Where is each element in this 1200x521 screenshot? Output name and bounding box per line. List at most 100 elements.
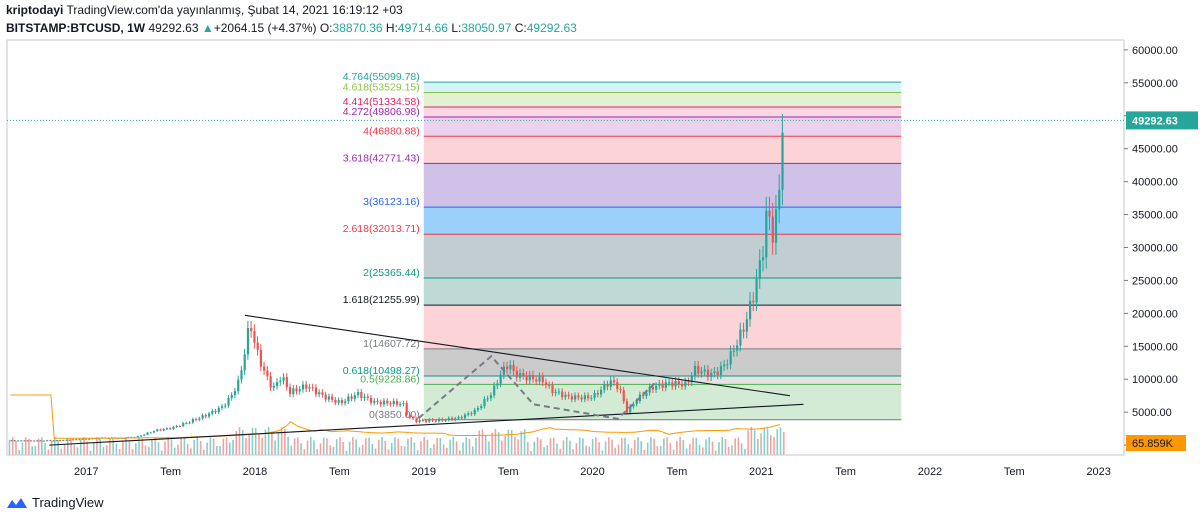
volume-bar	[646, 442, 649, 455]
candle-body	[729, 351, 732, 365]
y-axis-label: 35000.00	[1132, 210, 1178, 222]
candle-body	[629, 406, 632, 413]
candle-body	[642, 394, 645, 397]
volume-bar	[339, 437, 341, 455]
volume-bar	[530, 450, 532, 455]
candle-body	[661, 383, 664, 388]
volume-bar	[50, 440, 53, 455]
volume-bar	[222, 438, 225, 455]
candle-body	[230, 395, 233, 398]
volume-bar	[727, 446, 730, 455]
volume-bar	[131, 449, 134, 455]
candle-body	[541, 376, 544, 383]
volume-bar	[238, 427, 241, 455]
candle-body	[279, 380, 282, 383]
volume-bar	[368, 437, 370, 455]
fib-band	[423, 234, 902, 279]
candle-body	[567, 394, 570, 397]
candle-body	[382, 400, 386, 405]
volume-bar	[79, 439, 82, 455]
candle-body	[486, 398, 489, 400]
candle-body	[246, 328, 250, 355]
volume-bar	[186, 444, 189, 455]
candle-body	[489, 395, 493, 399]
candle-body	[26, 440, 29, 442]
volume-bar	[378, 440, 380, 455]
candle-body	[58, 440, 62, 442]
candle-body	[726, 364, 729, 366]
fib-level-label: 1(14607.72)	[363, 338, 420, 350]
candle-body	[609, 380, 612, 387]
candle-body	[710, 373, 713, 377]
volume-bar	[313, 440, 315, 455]
candle-body	[599, 389, 603, 395]
volume-bar	[316, 448, 319, 455]
volume-bar	[436, 437, 438, 455]
candle-body	[337, 400, 340, 403]
candle-body	[723, 364, 726, 367]
candle-body	[169, 428, 172, 430]
candle-body	[441, 418, 444, 421]
candle-body	[227, 397, 230, 406]
candle-body	[758, 260, 761, 279]
volume-bar	[617, 444, 620, 455]
candle-body	[263, 366, 266, 371]
candle-body	[606, 384, 609, 387]
volume-bar	[47, 449, 50, 455]
volume-bar	[494, 429, 497, 455]
candle-body	[62, 440, 65, 442]
candle-body	[386, 400, 389, 404]
candle-body	[243, 354, 246, 371]
tradingview-logo-icon	[7, 497, 27, 508]
volume-bar	[15, 441, 17, 455]
volume-bar	[588, 446, 591, 455]
candle-body	[276, 382, 279, 386]
candle-body	[292, 388, 295, 395]
volume-bar	[504, 435, 506, 455]
candle-body	[220, 406, 224, 408]
fib-level-label: 4.618(53529.15)	[343, 82, 420, 94]
y-axis-label: 40000.00	[1132, 177, 1178, 189]
candle-body	[778, 189, 781, 210]
volume-bar	[216, 446, 218, 455]
volume-bar	[714, 450, 717, 455]
volume-bar	[381, 437, 383, 455]
volume-bar	[384, 440, 387, 455]
candle-body	[88, 438, 91, 440]
candle-body	[761, 257, 765, 261]
candle-body	[360, 392, 363, 399]
footer-brand[interactable]: TradingView	[6, 495, 104, 510]
candle-body	[438, 418, 441, 422]
volume-bar	[21, 442, 24, 455]
volume-bar	[228, 442, 231, 455]
volume-bar	[760, 433, 762, 455]
candle-body	[55, 440, 58, 442]
volume-bar	[96, 437, 98, 455]
candle-body	[201, 415, 204, 419]
candle-body	[272, 385, 275, 388]
candle-body	[700, 371, 703, 374]
candle-body	[16, 440, 20, 442]
volume-bar	[763, 427, 766, 455]
volume-bar	[458, 450, 461, 455]
candle-body	[454, 418, 457, 420]
candle-body	[392, 401, 395, 405]
candle-body	[755, 278, 758, 303]
candle-body	[363, 396, 366, 399]
candle-body	[467, 413, 470, 415]
candle-body	[768, 210, 771, 217]
volume-bar	[705, 439, 707, 455]
volume-bar	[737, 437, 740, 455]
volume-bar	[543, 447, 545, 455]
price-chart[interactable]: 4.764(55099.78)4.618(53529.15) 4.414(5133…	[0, 0, 1200, 490]
candle-body	[49, 440, 52, 442]
volume-bar	[144, 445, 147, 455]
candle-body	[781, 132, 784, 190]
volume-bar	[501, 440, 503, 455]
volume-bar	[465, 437, 468, 455]
y-axis-label: 55000.00	[1132, 78, 1178, 90]
volume-bar	[753, 430, 756, 455]
candle-body	[518, 373, 522, 378]
volume-bar	[83, 437, 85, 455]
volume-bar	[468, 438, 471, 455]
